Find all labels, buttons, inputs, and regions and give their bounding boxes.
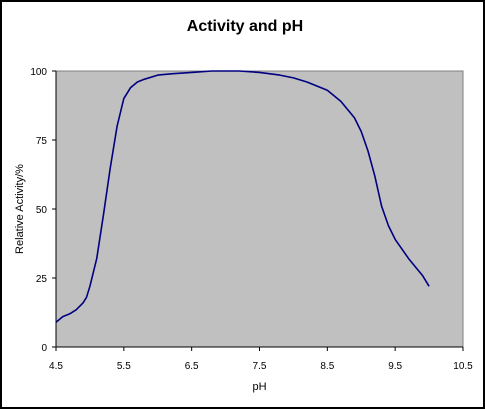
x-tick-label: 7.5 <box>253 361 267 372</box>
y-tick-label: 25 <box>36 274 48 285</box>
activity-line <box>55 70 430 323</box>
y-axis: 0 25 50 75 100 <box>30 67 57 354</box>
x-tick-label: 4.5 <box>49 361 63 372</box>
y-axis-title: Relative Activity/% <box>14 164 26 254</box>
x-axis: 4.5 5.5 6.5 7.5 8.5 9.5 10.5 <box>49 346 473 372</box>
x-tick-label: 9.5 <box>388 361 402 372</box>
y-tick-label: 100 <box>30 67 47 78</box>
y-tick-label: 75 <box>36 136 48 147</box>
y-tick-label: 0 <box>41 343 47 354</box>
x-tick-label: 5.5 <box>117 361 131 372</box>
x-tick-label: 6.5 <box>185 361 199 372</box>
y-tick-label: 50 <box>36 205 48 216</box>
x-tick-label: 8.5 <box>320 361 334 372</box>
chart-title: Activity and pH <box>187 18 303 35</box>
plot-area <box>55 70 464 348</box>
x-axis-title: pH <box>252 381 266 393</box>
x-tick-label: 10.5 <box>453 361 473 372</box>
